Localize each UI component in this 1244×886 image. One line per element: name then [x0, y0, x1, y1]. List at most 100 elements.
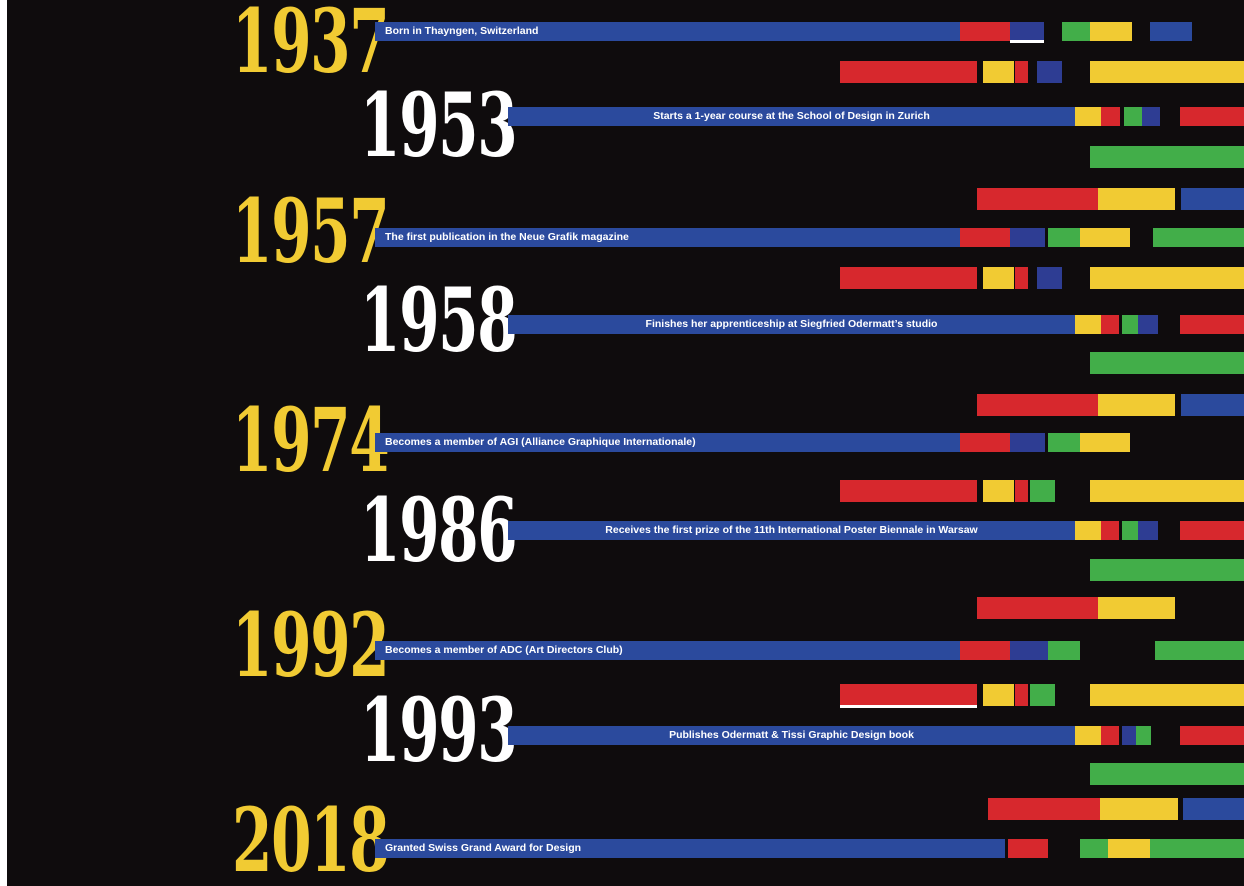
bar-segment-yellow [1090, 267, 1244, 289]
bar-segment-navy [1010, 641, 1048, 660]
bar-segment-yellow [1100, 798, 1178, 820]
event-label-1986: Receives the first prize of the 11th Int… [605, 524, 978, 536]
bar-segment-yellow [1075, 521, 1101, 540]
bar-segment-yellow [1098, 597, 1175, 619]
bar-segment-red [1180, 726, 1244, 745]
bar-segment-red [988, 798, 1100, 820]
event-bar-1974: Becomes a member of AGI (Alliance Graphi… [375, 433, 960, 452]
bar-segment-red [960, 228, 1010, 247]
bar-segment-red [1015, 684, 1028, 706]
event-bar-1986: Receives the first prize of the 11th Int… [508, 521, 1075, 540]
bar-segment-green [1153, 228, 1244, 247]
bar-segment-yellow [983, 480, 1014, 502]
bar-segment-red [840, 684, 977, 708]
event-label-1992: Becomes a member of ADC (Art Directors C… [385, 644, 623, 656]
bar-segment-red [1101, 315, 1119, 334]
bar-segment-yellow [983, 684, 1014, 706]
bar-segment-green [1048, 641, 1080, 660]
bar-segment-red [1180, 107, 1244, 126]
year-label-1986: 1986 [360, 478, 518, 582]
bar-segment-red [1015, 480, 1028, 502]
event-label-1993: Publishes Odermatt & Tissi Graphic Desig… [669, 729, 914, 741]
bar-segment-green [1090, 763, 1244, 785]
bar-segment-red [1101, 107, 1120, 126]
bar-segment-red [1101, 726, 1119, 745]
event-bar-1937: Born in Thayngen, Switzerland [375, 22, 960, 41]
bar-segment-red [977, 597, 1098, 619]
event-bar-1953: Starts a 1-year course at the School of … [508, 107, 1075, 126]
bar-segment-red [1180, 521, 1244, 540]
year-label-1958: 1958 [360, 268, 518, 372]
bar-segment-red [1180, 315, 1244, 334]
bar-segment-yellow [1080, 433, 1130, 452]
bar-segment-yellow [983, 61, 1014, 83]
bar-segment-navy [1138, 315, 1158, 334]
bar-segment-yellow [1075, 315, 1101, 334]
bar-segment-red [1015, 267, 1028, 289]
bar-segment-green [1122, 315, 1138, 334]
bar-segment-green [1030, 480, 1055, 502]
page-left-edge [0, 0, 7, 886]
bar-segment-red [840, 61, 977, 83]
year-label-1993: 1993 [360, 678, 518, 782]
event-bar-1992: Becomes a member of ADC (Art Directors C… [375, 641, 960, 660]
bar-segment-red [960, 22, 1010, 41]
bar-segment-yellow [1075, 107, 1101, 126]
bar-segment-red [840, 267, 977, 289]
bar-segment-navy [1010, 228, 1045, 247]
event-label-1958: Finishes her apprenticeship at Siegfried… [645, 318, 938, 330]
bar-segment-navy [1142, 107, 1160, 126]
bar-segment-yellow [1075, 726, 1101, 745]
bar-segment-yellow [1090, 22, 1132, 41]
bar-segment-yellow [1098, 188, 1175, 210]
bar-segment-green [1122, 521, 1138, 540]
bar-segment-blue [1181, 394, 1244, 416]
event-label-1937: Born in Thayngen, Switzerland [385, 25, 539, 37]
bar-segment-green [1080, 839, 1108, 858]
bar-segment-yellow [1090, 684, 1244, 706]
bar-segment-red [977, 394, 1098, 416]
year-label-1974: 1974 [232, 388, 390, 492]
bar-segment-navy [1138, 521, 1158, 540]
year-label-1957: 1957 [232, 179, 390, 283]
bar-segment-yellow [1090, 61, 1244, 83]
bar-segment-green [1150, 839, 1244, 858]
bar-segment-red [1008, 839, 1048, 858]
bar-segment-yellow [1090, 480, 1244, 502]
bar-segment-navy [1010, 433, 1045, 452]
event-bar-1958: Finishes her apprenticeship at Siegfried… [508, 315, 1075, 334]
bar-segment-red [977, 188, 1098, 210]
bar-segment-green [1136, 726, 1151, 745]
event-label-1953: Starts a 1-year course at the School of … [653, 110, 930, 122]
bar-segment-green [1155, 641, 1244, 660]
event-bar-1993: Publishes Odermatt & Tissi Graphic Desig… [508, 726, 1075, 745]
bar-segment-red [960, 433, 1010, 452]
year-label-1953: 1953 [360, 73, 518, 177]
bar-segment-green [1048, 228, 1080, 247]
event-label-1974: Becomes a member of AGI (Alliance Graphi… [385, 436, 696, 448]
bar-segment-yellow [983, 267, 1014, 289]
bar-segment-green [1062, 22, 1090, 41]
bar-segment-blue [1183, 798, 1244, 820]
bar-segment-blue [1181, 188, 1244, 210]
event-bar-1957: The first publication in the Neue Grafik… [375, 228, 960, 247]
bar-segment-green [1030, 684, 1055, 706]
bar-segment-red [1015, 61, 1028, 83]
bar-segment-yellow [1098, 394, 1175, 416]
bar-segment-navy [1037, 267, 1062, 289]
bar-segment-green [1090, 559, 1244, 581]
event-bar-2018: Granted Swiss Grand Award for Design [375, 839, 1005, 858]
year-label-1992: 1992 [232, 593, 390, 697]
bar-segment-navy [1010, 22, 1044, 43]
bar-segment-green [1048, 433, 1080, 452]
bar-segment-yellow [1108, 839, 1150, 858]
bar-segment-blue [1150, 22, 1192, 41]
bar-segment-navy [1037, 61, 1062, 83]
bar-segment-green [1090, 146, 1244, 168]
event-label-2018: Granted Swiss Grand Award for Design [385, 842, 582, 854]
event-label-1957: The first publication in the Neue Grafik… [385, 231, 629, 243]
year-label-1937: 1937 [232, 0, 390, 93]
bar-segment-red [840, 480, 977, 502]
bar-segment-red [1101, 521, 1119, 540]
